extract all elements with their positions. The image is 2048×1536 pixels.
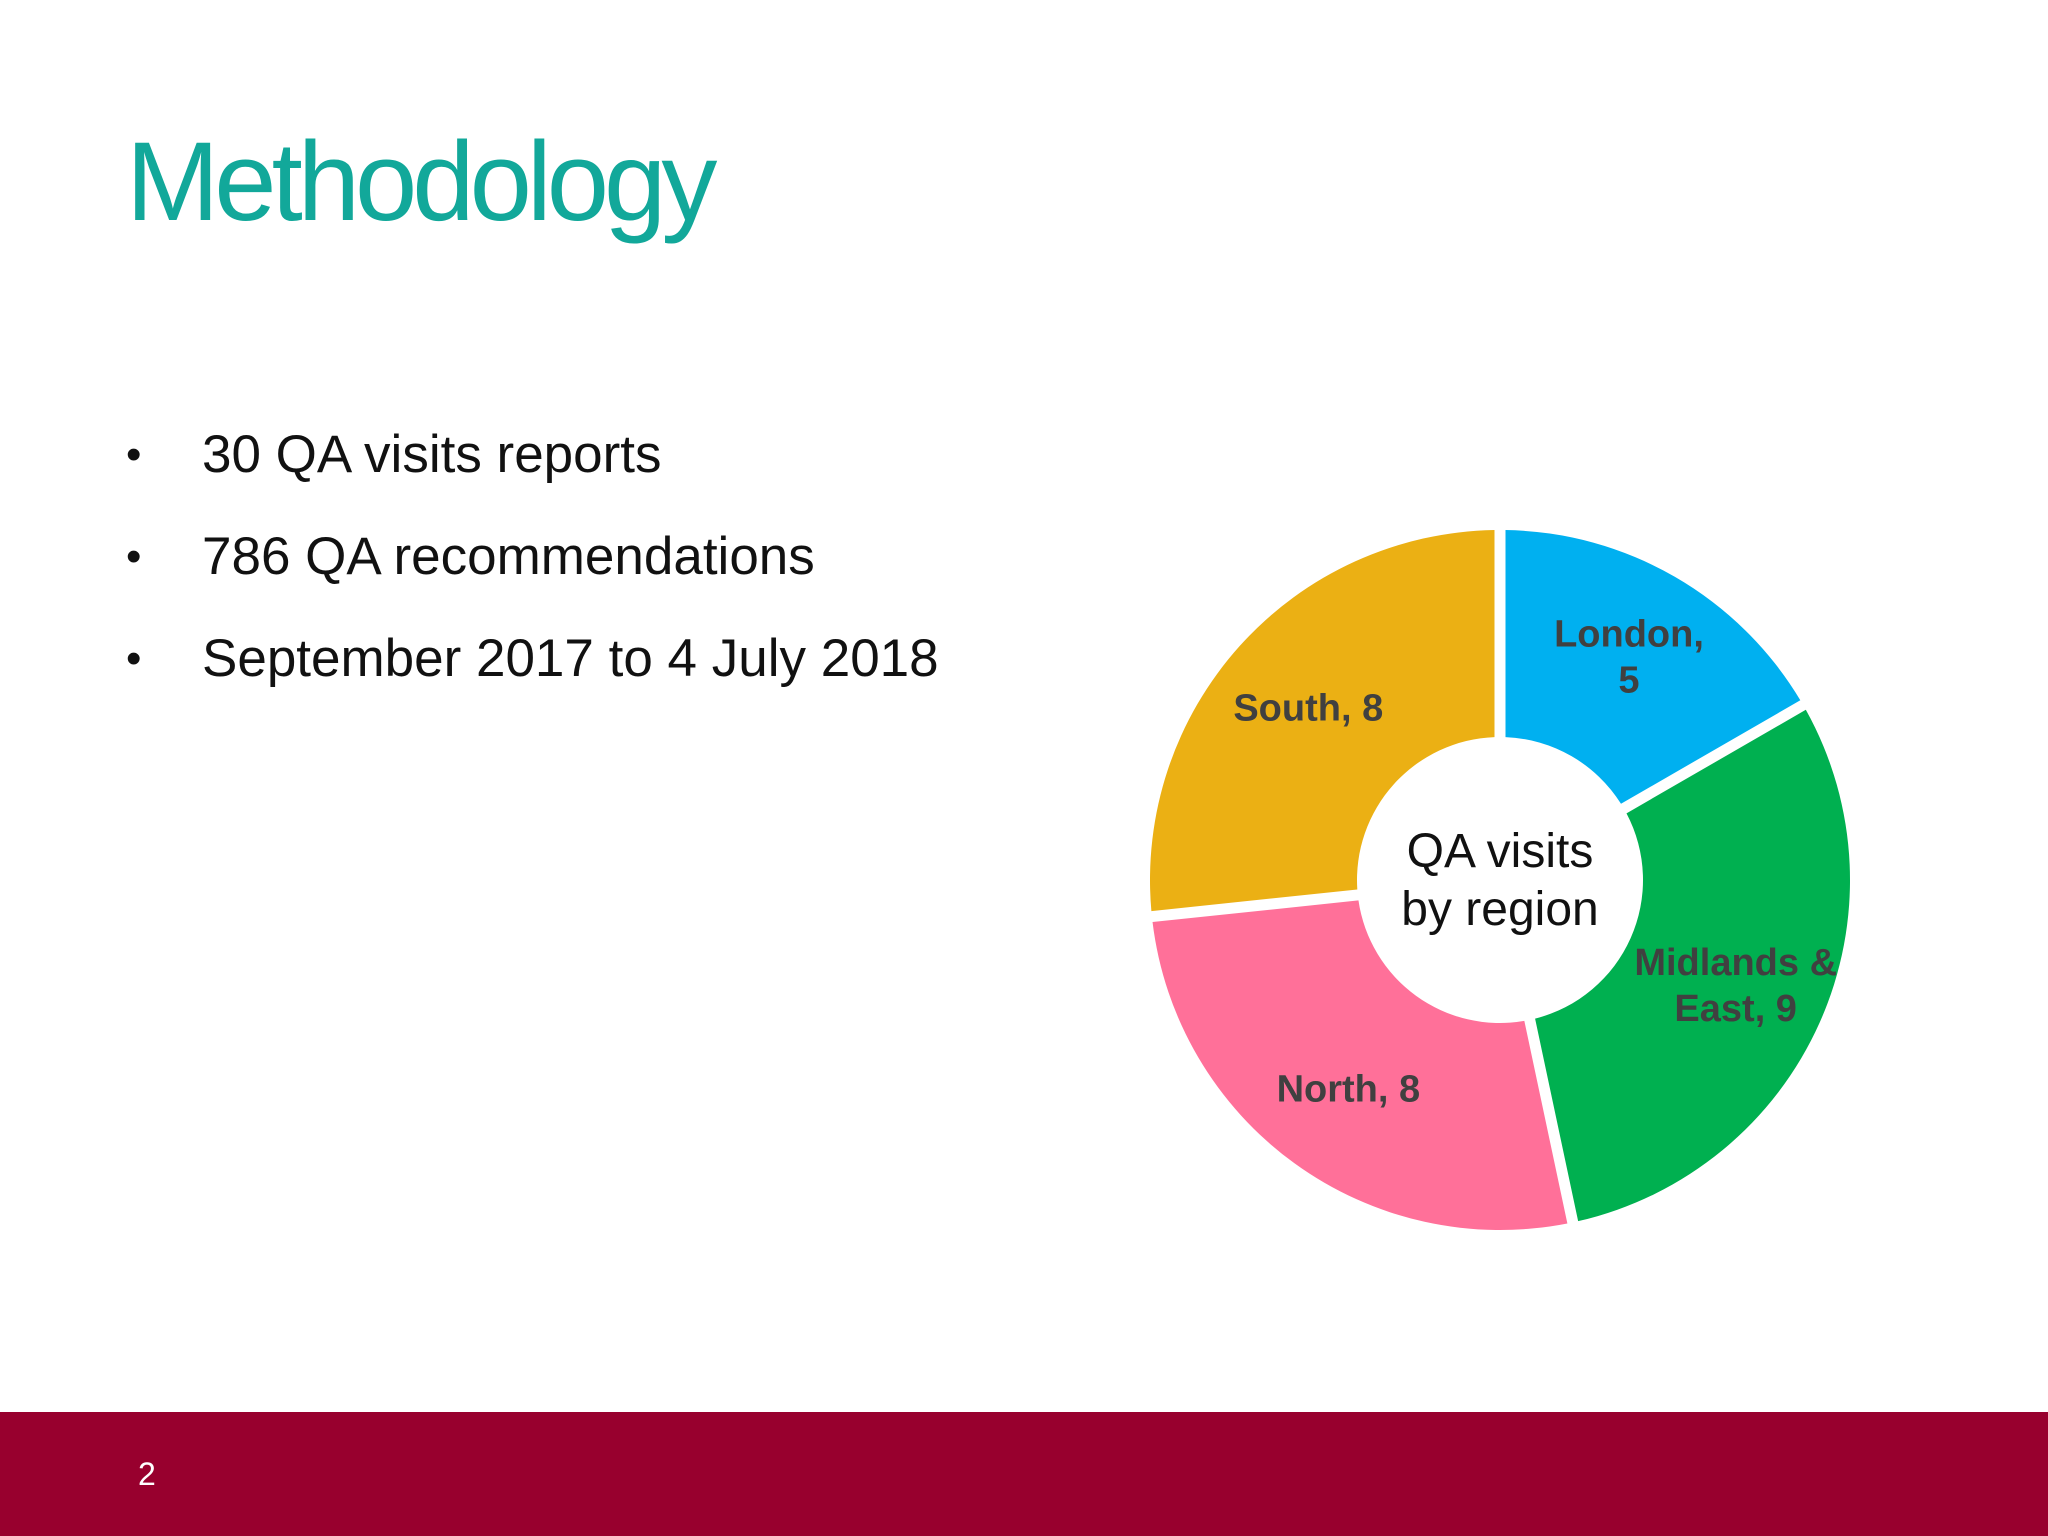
slice-south [1150, 530, 1495, 912]
bullet-item: • September 2017 to 4 July 2018 [126, 619, 939, 721]
bullet-text: September 2017 to 4 July 2018 [202, 629, 939, 688]
donut-chart: London, 5 Midlands & East, 9 North, 8 South, … [1140, 520, 1860, 1240]
bullet-list: • 30 QA visits reports • 786 QA recommen… [126, 415, 939, 721]
slide-title: Methodology [126, 119, 717, 244]
slice-london [1505, 530, 1801, 804]
donut-center-label: QA visits by region [1401, 825, 1598, 936]
slice-midlands-east [1535, 709, 1850, 1222]
bullet-icon: • [126, 532, 142, 581]
data-label-north: North, 8 [1277, 1069, 1421, 1111]
bullet-item: • 786 QA recommendations [126, 517, 939, 619]
footer-bar: 2 [0, 1412, 2048, 1536]
bullet-icon: • [126, 634, 142, 683]
bullet-text: 30 QA visits reports [202, 425, 662, 484]
donut-chart-svg: London, 5 Midlands & East, 9 North, 8 South, … [1150, 530, 1850, 1230]
bullet-icon: • [126, 430, 142, 479]
data-label-london: London, 5 [1554, 614, 1704, 702]
bullet-text: 786 QA recommendations [202, 527, 815, 586]
bullet-item: • 30 QA visits reports [126, 415, 939, 517]
data-label-midlands-east: Midlands & East, 9 [1634, 942, 1837, 1030]
page-number: 2 [138, 1456, 156, 1492]
slice-north [1152, 900, 1568, 1230]
data-label-south: South, 8 [1233, 687, 1383, 729]
